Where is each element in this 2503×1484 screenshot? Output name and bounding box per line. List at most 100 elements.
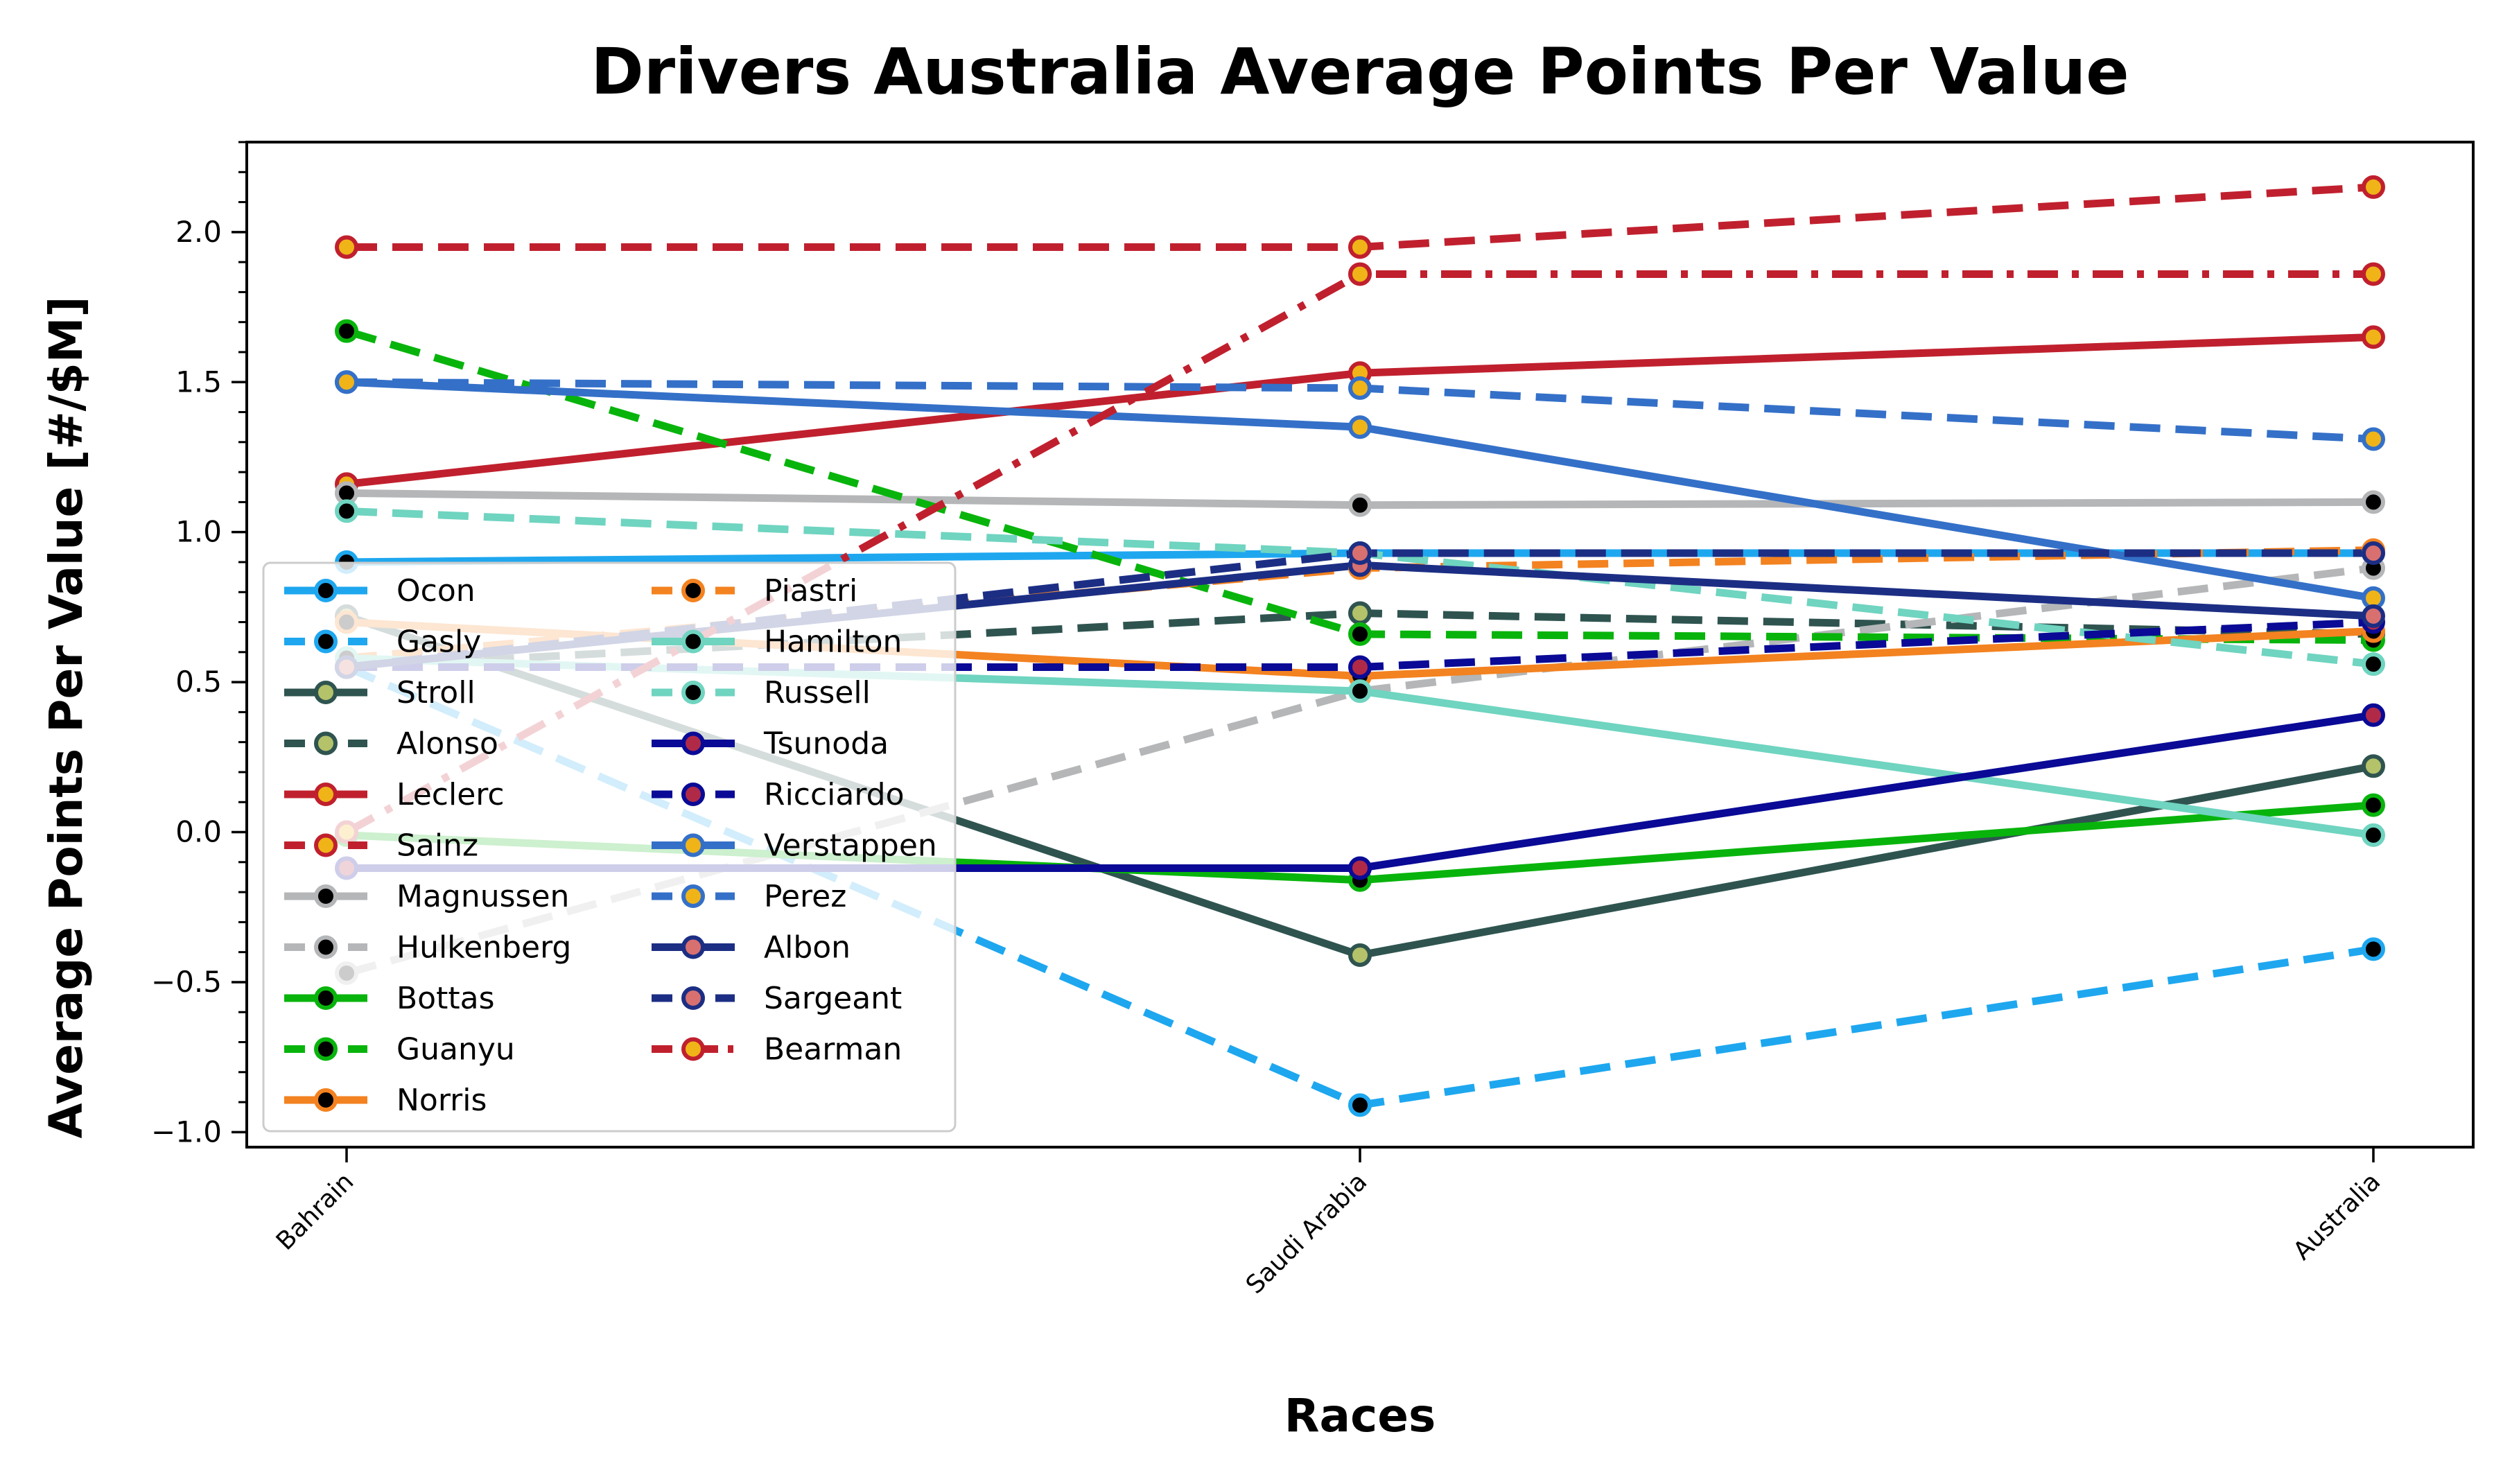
legend-swatch-marker bbox=[681, 579, 705, 602]
legend-entry-tsunoda: Tsunoda bbox=[652, 726, 889, 762]
legend-swatch-marker bbox=[681, 629, 705, 654]
legend-label: Ocon bbox=[396, 573, 476, 609]
data-point-magnussen bbox=[2362, 490, 2385, 514]
legend-entry-perez: Perez bbox=[652, 879, 846, 914]
data-point-albon bbox=[2362, 604, 2385, 628]
legend-entry-ricciardo: Ricciardo bbox=[652, 777, 905, 812]
data-point-alonso bbox=[1348, 601, 1372, 625]
data-point-magnussen bbox=[1348, 493, 1372, 517]
data-point-tsunoda bbox=[1348, 856, 1372, 880]
legend-swatch-marker bbox=[314, 884, 338, 908]
legend-label: Tsunoda bbox=[763, 726, 889, 762]
data-point-hamilton bbox=[2362, 823, 2385, 847]
data-point-bearman bbox=[1348, 262, 1372, 286]
legend: Ocon Gasly Stroll Alonso Leclerc Sainz Magnuss… bbox=[262, 561, 957, 1133]
legend-swatch-marker bbox=[681, 783, 705, 806]
legend-entry-sainz: Sainz bbox=[284, 828, 478, 864]
data-point-russell bbox=[2362, 652, 2385, 676]
y-tick-label: −1.0 bbox=[151, 1115, 222, 1149]
legend-swatch-marker bbox=[314, 1088, 338, 1112]
legend-entry-albon: Albon bbox=[652, 930, 851, 966]
legend-label: Sargeant bbox=[764, 981, 902, 1016]
y-axis: −1.0 −0.5 0.0 0.5 1.0 1.5 2.0 bbox=[151, 141, 247, 1149]
legend-entry-leclerc: Leclerc bbox=[284, 777, 505, 812]
legend-label: Stroll bbox=[396, 675, 476, 710]
data-point-leclerc bbox=[2362, 325, 2385, 349]
legend-label: Sainz bbox=[396, 828, 478, 864]
data-point-gasly bbox=[2362, 937, 2385, 961]
data-point-bottas bbox=[2362, 793, 2385, 817]
legend-entry-hamilton: Hamilton bbox=[652, 625, 902, 660]
legend-entry-alonso: Alonso bbox=[284, 726, 498, 762]
legend-swatch-marker bbox=[314, 935, 338, 959]
data-point-sainz bbox=[2362, 175, 2385, 199]
legend-label: Bottas bbox=[396, 981, 495, 1016]
legend-label: Leclerc bbox=[396, 777, 505, 812]
y-axis-label: Average Points Per Value [#/$M] bbox=[40, 296, 93, 1138]
legend-swatch-marker bbox=[681, 1037, 705, 1061]
legend-swatch-marker bbox=[314, 629, 338, 654]
data-point-guanyu bbox=[335, 319, 358, 343]
legend-label: Hamilton bbox=[764, 625, 902, 660]
legend-entry-stroll: Stroll bbox=[284, 675, 476, 710]
legend-entry-gasly: Gasly bbox=[284, 625, 481, 660]
y-tick-label: 1.0 bbox=[175, 515, 222, 549]
legend-entry-hulkenberg: Hulkenberg bbox=[284, 930, 571, 966]
data-point-gasly bbox=[1348, 1093, 1372, 1117]
legend-label: Norris bbox=[396, 1083, 487, 1118]
legend-label: Perez bbox=[764, 879, 846, 914]
legend-swatch-marker bbox=[681, 884, 705, 908]
legend-label: Albon bbox=[764, 930, 851, 966]
chart-title: Drivers Australia Average Points Per Val… bbox=[591, 35, 2129, 109]
legend-label: Russell bbox=[764, 675, 871, 710]
legend-entry-magnussen: Magnussen bbox=[284, 879, 569, 914]
legend-entry-russell: Russell bbox=[652, 675, 871, 710]
data-point-sainz bbox=[335, 235, 358, 259]
data-point-tsunoda bbox=[2362, 703, 2385, 727]
legend-entry-bottas: Bottas bbox=[284, 981, 495, 1016]
data-point-bearman bbox=[2362, 262, 2385, 286]
legend-swatch-marker bbox=[314, 579, 338, 602]
legend-swatch-marker bbox=[681, 935, 705, 959]
x-axis-label: Races bbox=[1284, 1389, 1436, 1442]
legend-entry-norris: Norris bbox=[284, 1083, 487, 1118]
legend-entry-guanyu: Guanyu bbox=[284, 1032, 515, 1067]
legend-entry-verstappen: Verstappen bbox=[652, 828, 937, 864]
legend-swatch-marker bbox=[681, 731, 705, 756]
y-tick-label: 1.5 bbox=[175, 365, 222, 399]
data-point-sainz bbox=[1348, 235, 1372, 259]
legend-label: Bearman bbox=[764, 1032, 902, 1067]
legend-entry-piastri: Piastri bbox=[652, 573, 857, 609]
data-point-perez bbox=[2362, 427, 2385, 451]
data-point-sargeant bbox=[2362, 541, 2385, 565]
data-point-stroll bbox=[1348, 943, 1372, 967]
data-point-sargeant bbox=[1348, 541, 1372, 565]
y-tick-label: 0.5 bbox=[175, 665, 222, 699]
y-tick-label: 0.0 bbox=[175, 815, 222, 849]
legend-entry-ocon: Ocon bbox=[284, 573, 476, 609]
legend-swatch-marker bbox=[314, 681, 338, 704]
legend-label: Ricciardo bbox=[764, 777, 905, 812]
data-point-ricciardo bbox=[1348, 655, 1372, 679]
data-point-guanyu bbox=[1348, 622, 1372, 646]
legend-label: Guanyu bbox=[396, 1032, 515, 1067]
y-tick-label: −0.5 bbox=[151, 965, 222, 999]
data-point-verstappen bbox=[1348, 415, 1372, 439]
legend-label: Hulkenberg bbox=[396, 930, 571, 966]
data-point-perez bbox=[1348, 376, 1372, 400]
y-tick-label: 2.0 bbox=[175, 215, 222, 249]
legend-label: Piastri bbox=[764, 573, 857, 609]
data-point-stroll bbox=[2362, 754, 2385, 778]
legend-swatch-marker bbox=[314, 986, 338, 1010]
legend-swatch-marker bbox=[314, 731, 338, 756]
legend-label: Magnussen bbox=[396, 879, 569, 914]
legend-label: Gasly bbox=[396, 625, 481, 660]
data-point-hamilton bbox=[1348, 679, 1372, 704]
legend-swatch-marker bbox=[314, 1037, 338, 1061]
legend-swatch-marker bbox=[681, 681, 705, 704]
legend-entry-sargeant: Sargeant bbox=[652, 981, 902, 1016]
legend-box bbox=[262, 561, 957, 1133]
legend-label: Verstappen bbox=[764, 828, 937, 864]
data-point-perez bbox=[335, 370, 358, 394]
